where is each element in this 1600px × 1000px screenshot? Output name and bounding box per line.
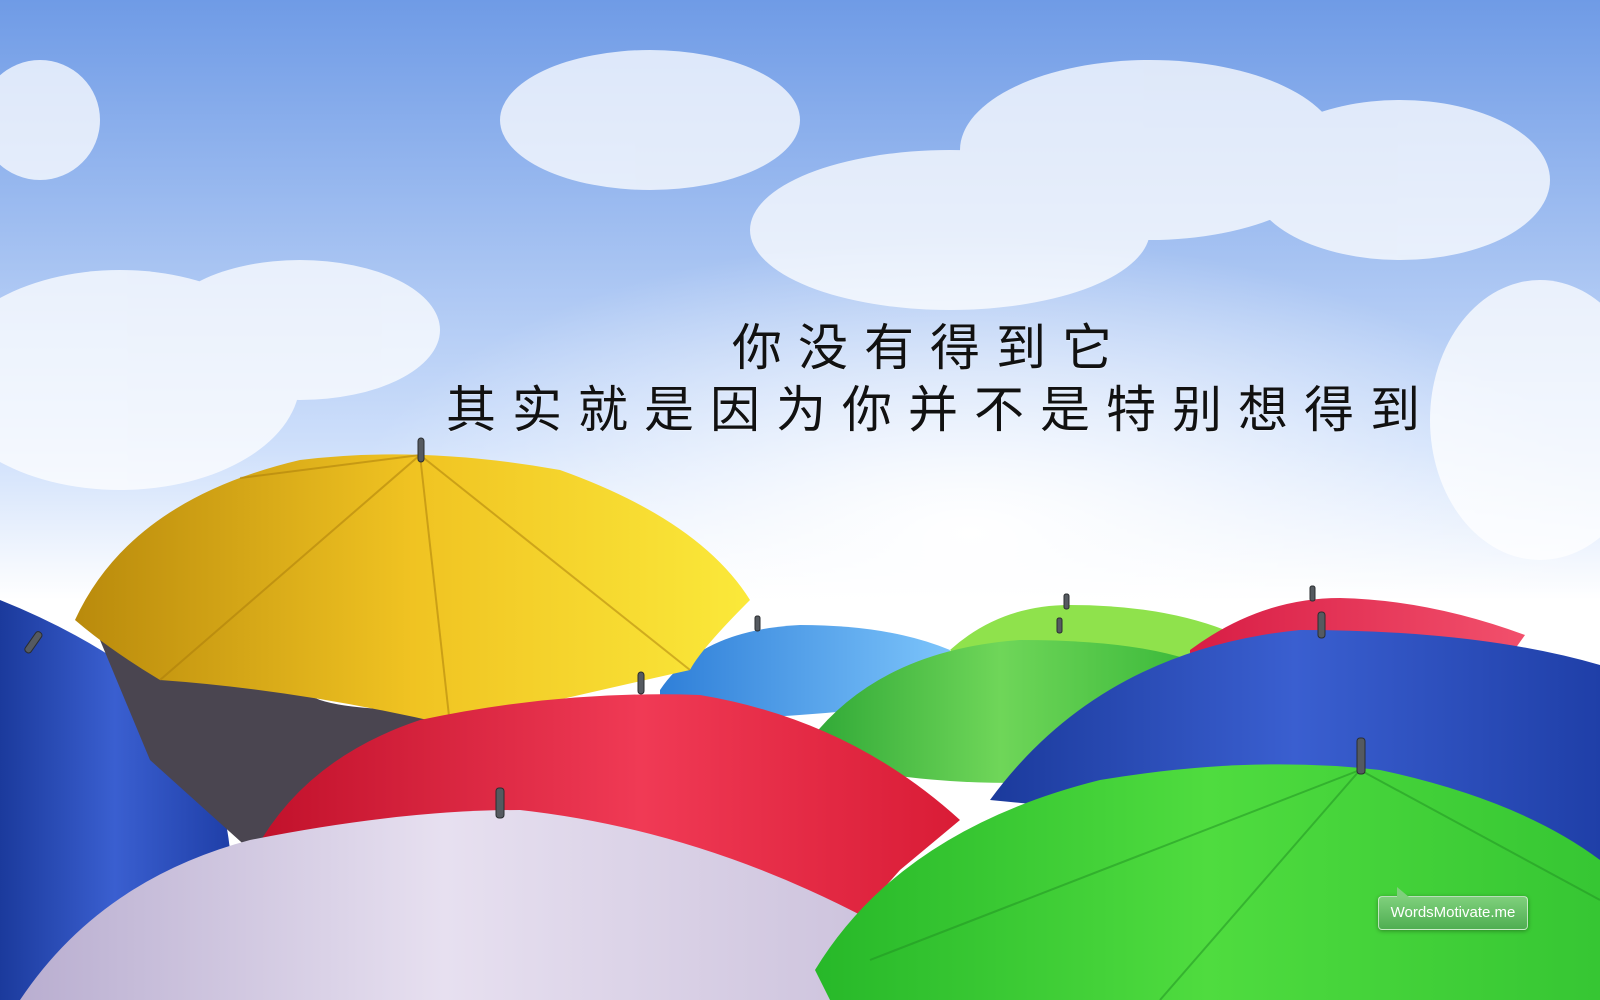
yellow-umbrella-ribs [159,454,691,726]
yellow-umbrella [75,454,750,725]
lavender-umbrella [20,810,870,1000]
umbrella-tips [24,437,1366,819]
watermark-badge: WordsMotivate.me [1378,887,1528,930]
green-umbrella-ribs [869,769,1600,1000]
red-umbrella [250,694,960,915]
watermark-text: WordsMotivate.me [1390,904,1516,921]
clouds [0,50,1600,560]
front-green-umbrella [815,764,1600,1000]
grey-umbrella [100,640,620,850]
